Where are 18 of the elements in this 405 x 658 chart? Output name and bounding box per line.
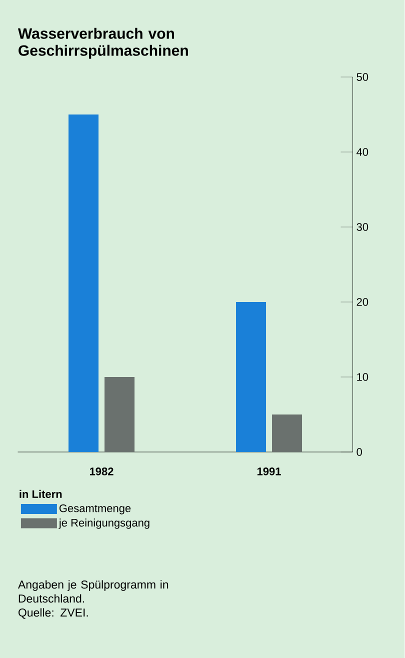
bar bbox=[272, 414, 302, 452]
y-tick-label: 30 bbox=[356, 223, 368, 231]
y-tick-label: 0 bbox=[356, 448, 362, 456]
y-tick-label: 10 bbox=[357, 373, 368, 381]
legend-title: in Litern bbox=[20, 490, 62, 498]
legend-label: Gesamtmenge bbox=[60, 504, 131, 514]
x-tick-label: 1991 bbox=[258, 468, 282, 476]
chart-title: Wasserverbrauch von Geschirrspülmaschinen bbox=[18, 28, 188, 59]
y-tick-label: 50 bbox=[356, 73, 368, 81]
text: Angaben je Spülprogramm in Deutschland. bbox=[18, 580, 168, 603]
source-note: Quelle: ZVEI. bbox=[18, 608, 88, 619]
x-tick-label: 1982 bbox=[90, 468, 114, 476]
bar bbox=[236, 302, 266, 452]
y-tick-label: 40 bbox=[356, 148, 368, 156]
bar bbox=[68, 114, 99, 452]
bar bbox=[104, 377, 135, 452]
legend-label: je Reinigungsgang bbox=[58, 518, 150, 529]
y-tick-label: 20 bbox=[356, 298, 368, 306]
